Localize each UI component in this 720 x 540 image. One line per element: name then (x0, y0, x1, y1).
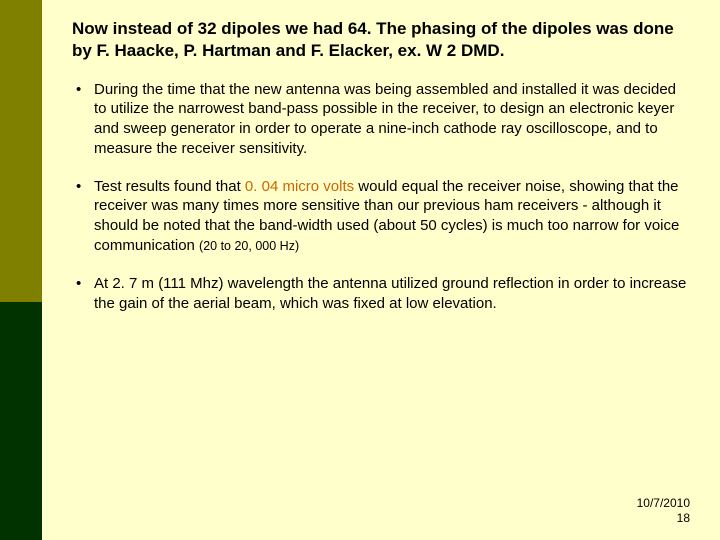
content-area: Now instead of 32 dipoles we had 64. The… (42, 0, 720, 540)
bullet-text-pre: Test results found that (94, 178, 245, 195)
slide-footer: 10/7/2010 18 (72, 496, 690, 526)
bullet-text-sub: (20 to 20, 000 Hz) (199, 239, 299, 253)
footer-date: 10/7/2010 (637, 496, 690, 510)
bullet-text-pre: During the time that the new antenna was… (94, 81, 676, 157)
bullet-item: At 2. 7 m (111 Mhz) wavelength the anten… (72, 274, 690, 314)
slide-title: Now instead of 32 dipoles we had 64. The… (72, 18, 690, 62)
bullet-item: During the time that the new antenna was… (72, 80, 690, 159)
footer-page-number: 18 (677, 511, 690, 525)
bullet-list: During the time that the new antenna was… (72, 80, 690, 497)
left-stripe (0, 0, 42, 540)
bullet-text-pre: At 2. 7 m (111 Mhz) wavelength the anten… (94, 275, 686, 312)
slide: Now instead of 32 dipoles we had 64. The… (0, 0, 720, 540)
stripe-bottom (0, 302, 42, 540)
bullet-text-highlight: 0. 04 micro volts (245, 178, 354, 195)
stripe-top (0, 0, 42, 302)
bullet-item: Test results found that 0. 04 micro volt… (72, 177, 690, 256)
